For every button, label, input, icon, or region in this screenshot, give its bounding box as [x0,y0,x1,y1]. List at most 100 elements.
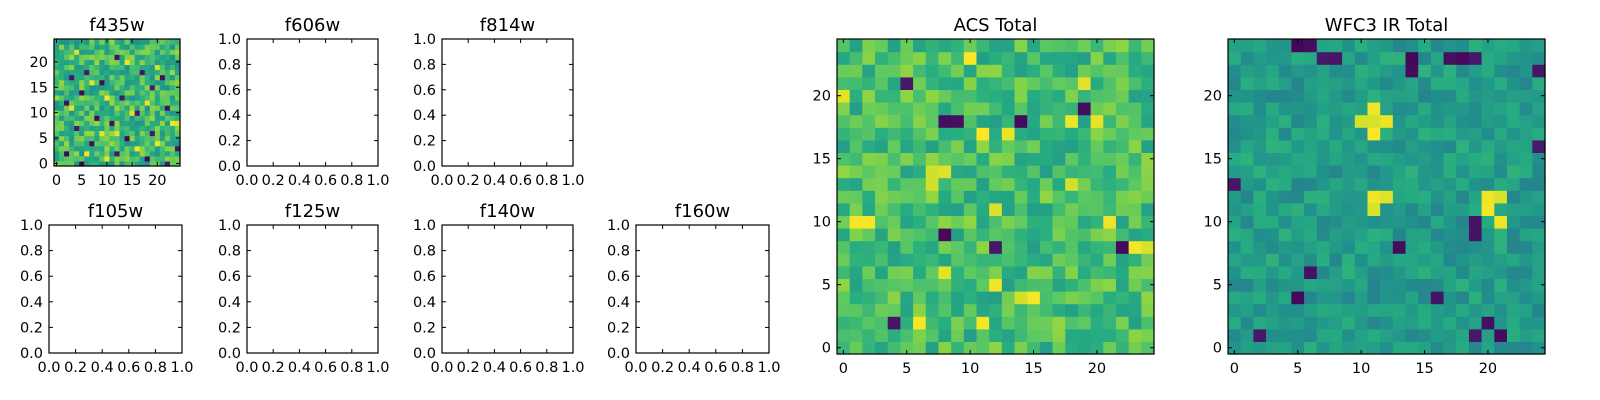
x-tick-label: 0.4 [483,173,506,189]
heatmap-cell [129,64,136,71]
heatmap-cell [149,69,156,76]
heatmap-cell [951,328,965,342]
heatmap-cell [1103,127,1117,141]
heatmap-cell [887,139,901,153]
heatmap-cell [1266,76,1280,90]
heatmap-cell [74,64,80,71]
heatmap-cell [89,140,95,147]
heatmap-cell [887,253,901,267]
heatmap-cell [134,125,141,132]
heatmap-cell [1430,291,1445,305]
heatmap-cell [1027,165,1041,179]
heatmap-cell [1266,202,1280,216]
heatmap-cell [1342,165,1356,179]
heatmap-cell [1392,240,1407,254]
heatmap-cell [1443,202,1457,216]
heatmap-cell [837,215,851,229]
heatmap-cell [89,89,95,96]
heatmap-cell [1253,265,1267,279]
heatmap-cell [1468,165,1483,179]
heatmap-cell [1128,177,1142,191]
heatmap-cell [1329,165,1343,179]
heatmap-cell [1039,76,1054,90]
heatmap-cell [1405,102,1419,116]
heatmap-cell [69,110,75,116]
heatmap-cell [849,253,863,267]
heatmap-cell [1316,102,1331,116]
heatmap-cell [1052,102,1066,116]
heatmap-cell [139,44,146,50]
heatmap-cell [1329,127,1343,141]
heatmap-cell [59,125,65,132]
heatmap-cell [1443,240,1457,254]
heatmap-cell [887,177,901,191]
y-tick-label: 1.0 [218,32,241,48]
heatmap-cell [1468,139,1483,153]
panel-title: f606w [285,15,340,36]
heatmap-cell [169,64,176,71]
heatmap-cell [1291,291,1305,305]
heatmap-cell [69,115,75,121]
heatmap-cell [1519,139,1533,153]
heatmap-cell [1128,139,1142,153]
heatmap-cell [1468,89,1483,103]
heatmap-cell [1240,39,1254,53]
heatmap-cell [1392,341,1407,355]
heatmap-cell [1027,139,1041,153]
heatmap-cell [1316,89,1331,103]
heatmap-cell [1430,89,1445,103]
heatmap-cell [99,59,105,65]
heatmap-cell [109,105,116,111]
heatmap-cell [99,84,105,91]
heatmap-cell [925,89,940,103]
heatmap-cell [59,69,65,76]
heatmap-cell [1001,152,1016,166]
y-tick-label: 0.0 [413,159,436,175]
heatmap-cell [913,303,927,317]
heatmap-cell [1027,102,1041,116]
heatmap-cell [84,49,90,55]
heatmap-cell [913,51,927,65]
heatmap-cell [989,253,1003,267]
x-tick-label: 0.0 [235,360,258,376]
heatmap-cell [951,240,965,254]
heatmap-cell [174,74,181,81]
heatmap-cell [1392,114,1407,128]
heatmap-cell [159,115,166,121]
heatmap-cell [837,76,851,90]
heatmap-cell [84,99,90,106]
heatmap-cell [1228,64,1242,78]
heatmap-cell [1253,341,1267,355]
heatmap-cell [99,89,105,96]
heatmap-cell [925,165,940,179]
heatmap-cell [99,99,105,106]
heatmap-cells-wfc3-ir-total [1228,39,1546,355]
heatmap-cell [862,51,876,65]
heatmap-cell [89,59,95,65]
heatmap-cell [1418,51,1432,65]
heatmap-cell [1065,139,1079,153]
y-tick-label: 10 [30,106,48,122]
heatmap-cell [1065,328,1079,342]
heatmap-cell [913,177,927,191]
heatmap-cell [1240,228,1254,242]
heatmap-cell [144,110,151,116]
heatmap-cell [1532,51,1546,65]
heatmap-cell [849,303,863,317]
heatmap-cell [1392,102,1407,116]
heatmap-cell [1077,215,1092,229]
heatmap-cell [1316,316,1331,330]
heatmap-cell [887,39,901,53]
heatmap-cell [64,59,70,65]
heatmap-cell [1316,215,1331,229]
heatmap-cell [1456,202,1470,216]
heatmap-cell [1316,278,1331,292]
heatmap-cell [154,150,161,157]
heatmap-cell [925,240,940,254]
heatmap-cell [925,152,940,166]
y-tick-label: 20 [813,89,831,105]
heatmap-cell [1291,328,1305,342]
heatmap-cell [1367,303,1381,317]
heatmap-cell [1316,114,1331,128]
heatmap-cell [963,291,978,305]
